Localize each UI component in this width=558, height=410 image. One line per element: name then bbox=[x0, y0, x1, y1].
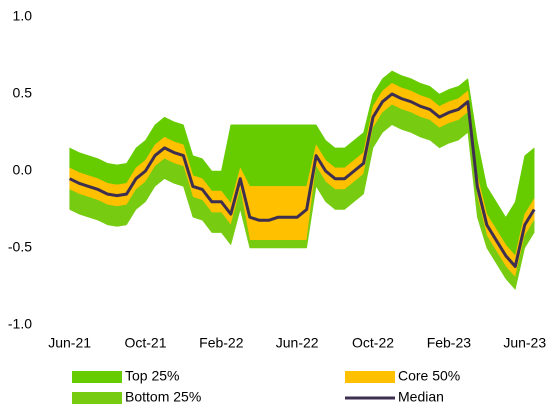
x-tick-label: Feb-23 bbox=[427, 335, 472, 351]
legend-swatch bbox=[345, 371, 395, 383]
x-tick-label: Oct-21 bbox=[124, 335, 166, 351]
x-tick-label: Jun-23 bbox=[503, 335, 546, 351]
x-tick-label: Oct-22 bbox=[352, 335, 394, 351]
band bbox=[69, 104, 535, 291]
x-tick-label: Jun-22 bbox=[276, 335, 319, 351]
legend-label: Bottom 25% bbox=[125, 389, 201, 405]
y-tick-label: 0.0 bbox=[13, 162, 33, 178]
y-tick-label: -1.0 bbox=[8, 316, 32, 332]
legend-label: Median bbox=[398, 389, 444, 405]
y-tick-label: -0.5 bbox=[8, 239, 32, 255]
y-tick-label: 0.5 bbox=[13, 85, 33, 101]
median-line bbox=[68, 92, 536, 268]
legend-swatch bbox=[72, 371, 122, 383]
legend-swatch bbox=[72, 392, 122, 404]
legend-label: Top 25% bbox=[125, 368, 179, 384]
legend-label: Core 50% bbox=[398, 368, 460, 384]
x-tick-label: Feb-22 bbox=[199, 335, 244, 351]
x-tick-label: Jun-21 bbox=[48, 335, 91, 351]
y-tick-label: 1.0 bbox=[13, 8, 33, 24]
